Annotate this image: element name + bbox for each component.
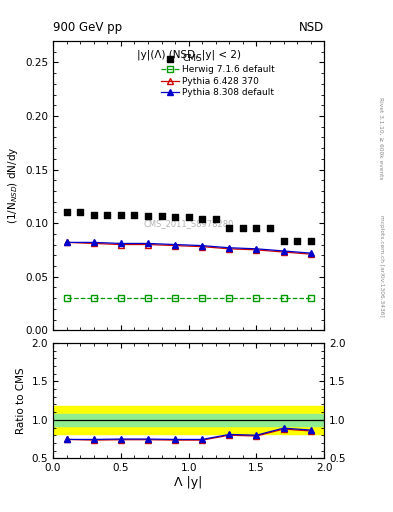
CMS bbox=[294, 237, 300, 245]
Pythia 8.308 default bbox=[308, 250, 313, 256]
Herwig 7.1.6 default bbox=[145, 295, 150, 301]
CMS bbox=[307, 237, 314, 245]
Text: 900 GeV pp: 900 GeV pp bbox=[53, 20, 122, 34]
CMS bbox=[199, 215, 206, 223]
CMS bbox=[213, 215, 219, 223]
CMS bbox=[77, 208, 83, 217]
Pythia 6.428 370 bbox=[92, 241, 96, 247]
CMS bbox=[104, 210, 110, 219]
CMS bbox=[118, 210, 124, 219]
Text: mcplots.cern.ch [arXiv:1306.3436]: mcplots.cern.ch [arXiv:1306.3436] bbox=[379, 216, 384, 317]
Text: |y|(Λ) (NSD, |y| < 2): |y|(Λ) (NSD, |y| < 2) bbox=[137, 50, 241, 60]
Pythia 8.308 default bbox=[173, 242, 178, 248]
Line: Pythia 6.428 370: Pythia 6.428 370 bbox=[64, 240, 314, 257]
Herwig 7.1.6 default bbox=[281, 295, 286, 301]
Text: Rivet 3.1.10, ≥ 600k events: Rivet 3.1.10, ≥ 600k events bbox=[379, 97, 384, 180]
Pythia 6.428 370 bbox=[227, 246, 232, 252]
Y-axis label: (1/N$_{NSD}$) dN/dy: (1/N$_{NSD}$) dN/dy bbox=[6, 147, 20, 224]
Herwig 7.1.6 default bbox=[254, 295, 259, 301]
Bar bbox=[53, 406, 324, 434]
Herwig 7.1.6 default bbox=[173, 295, 178, 301]
Pythia 8.308 default bbox=[92, 239, 96, 245]
Pythia 6.428 370 bbox=[145, 242, 150, 248]
Text: CMS_2011_S8978280: CMS_2011_S8978280 bbox=[143, 219, 234, 228]
Line: Pythia 8.308 default: Pythia 8.308 default bbox=[64, 240, 314, 256]
Pythia 6.428 370 bbox=[173, 243, 178, 249]
Pythia 6.428 370 bbox=[119, 242, 123, 248]
CMS bbox=[64, 208, 70, 217]
CMS bbox=[145, 211, 151, 220]
Bar bbox=[53, 414, 324, 426]
Pythia 8.308 default bbox=[227, 245, 232, 251]
Herwig 7.1.6 default bbox=[227, 295, 232, 301]
Y-axis label: Ratio to CMS: Ratio to CMS bbox=[16, 367, 26, 434]
Herwig 7.1.6 default bbox=[92, 295, 96, 301]
Pythia 8.308 default bbox=[145, 241, 150, 247]
Pythia 6.428 370 bbox=[64, 239, 69, 245]
Pythia 8.308 default bbox=[254, 246, 259, 252]
CMS bbox=[267, 224, 273, 232]
Herwig 7.1.6 default bbox=[64, 295, 69, 301]
Pythia 8.308 default bbox=[119, 241, 123, 247]
Line: Herwig 7.1.6 default: Herwig 7.1.6 default bbox=[64, 295, 314, 301]
Pythia 6.428 370 bbox=[200, 244, 205, 250]
Pythia 6.428 370 bbox=[254, 247, 259, 253]
CMS bbox=[226, 224, 233, 232]
Pythia 6.428 370 bbox=[281, 249, 286, 255]
Legend: CMS, Herwig 7.1.6 default, Pythia 6.428 370, Pythia 8.308 default: CMS, Herwig 7.1.6 default, Pythia 6.428 … bbox=[161, 54, 275, 97]
X-axis label: Λ |y|: Λ |y| bbox=[174, 476, 203, 489]
Pythia 6.428 370 bbox=[308, 251, 313, 257]
CMS bbox=[158, 211, 165, 220]
CMS bbox=[172, 212, 178, 221]
CMS bbox=[253, 224, 260, 232]
Pythia 8.308 default bbox=[281, 248, 286, 254]
Text: NSD: NSD bbox=[299, 20, 324, 34]
CMS bbox=[280, 237, 286, 245]
CMS bbox=[240, 224, 246, 232]
Herwig 7.1.6 default bbox=[200, 295, 205, 301]
CMS bbox=[185, 212, 192, 221]
Herwig 7.1.6 default bbox=[119, 295, 123, 301]
CMS bbox=[91, 210, 97, 219]
Herwig 7.1.6 default bbox=[308, 295, 313, 301]
Pythia 8.308 default bbox=[200, 243, 205, 249]
Pythia 8.308 default bbox=[64, 239, 69, 245]
CMS bbox=[131, 210, 138, 219]
